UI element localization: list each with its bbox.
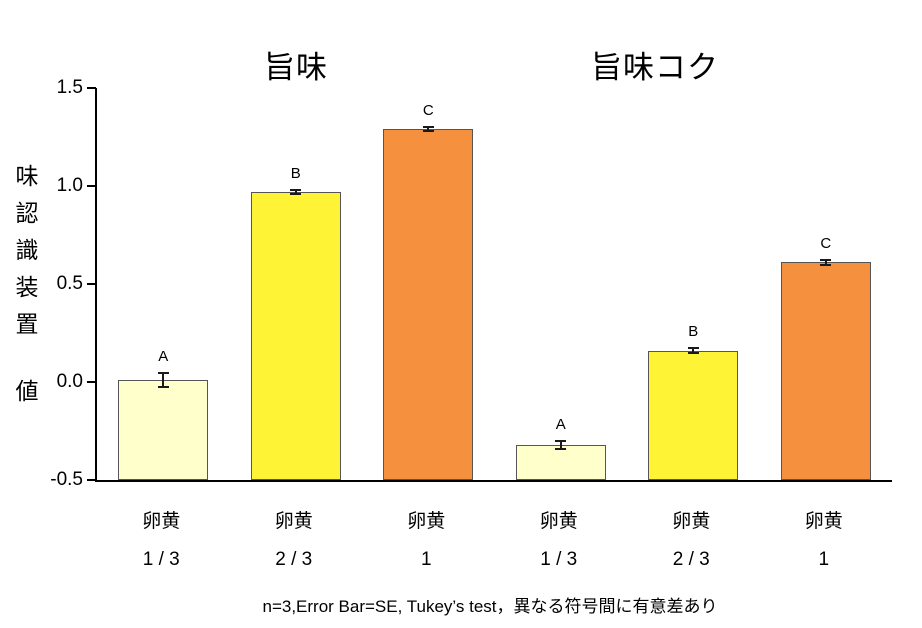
error-bar-cap-bottom [290,193,302,196]
error-bar [427,127,430,132]
bar [515,444,606,480]
significance-letter: C [820,234,832,252]
bar [250,191,341,480]
y-axis-label-char: 認 [15,200,39,226]
error-bar-cap-top [555,439,567,442]
bar [118,380,209,480]
y-tick-mark [87,185,96,187]
x-label-fraction: 2 / 3 [275,549,313,570]
error-bar-cap-top [422,126,434,129]
x-label-fraction: 2 / 3 [672,549,710,570]
x-label-name: 卵黄 [142,511,181,532]
error-bar-cap-bottom [555,447,567,450]
y-tick-mark [87,479,96,481]
significance-letter: B [290,164,301,182]
x-label-fraction: 1 [818,549,830,570]
x-label-name: 卵黄 [407,511,446,532]
y-tick-label: 1.5 [56,77,83,98]
y-axis-label: 味認識装置値 [10,158,44,410]
error-bar-cap-bottom [422,130,434,133]
y-axis-label-char: 置 [15,311,39,337]
y-tick-mark [87,87,96,89]
footnote: n=3,Error Bar=SE, Tukey’s test，異なる符号間に有意… [262,597,718,616]
bar [780,262,871,480]
plot-area: 1.5 1.0 0.5 0.0 -0.5 A B C A B C [50,77,892,490]
significance-letter: B [688,323,699,341]
error-bar [294,189,297,195]
error-bar [162,373,165,387]
y-tick-mark [87,381,96,383]
y-tick-label: -0.5 [50,469,83,490]
error-bar-cap-top [290,188,302,191]
x-label-fraction: 1 [420,549,432,570]
error-bar-cap-bottom [157,385,169,388]
bar [383,129,474,480]
y-tick-label: 0.5 [56,273,83,294]
error-bar-cap-top [820,258,832,261]
x-label-name: 卵黄 [539,511,578,532]
error-bar [824,259,827,266]
significance-letter: A [158,348,169,366]
significance-letter: A [555,415,566,433]
error-bar-cap-top [157,372,169,375]
chart-title-umami: 旨味 [264,50,328,85]
bar [648,350,739,480]
y-axis-label-char: 装 [15,274,39,300]
error-bar-cap-bottom [820,264,832,267]
y-tick-label: 0.0 [56,371,83,392]
error-bar-cap-top [687,347,699,350]
y-tick-mark [87,283,96,285]
y-axis-label-char: 味 [15,163,39,189]
x-label-name: 卵黄 [274,511,313,532]
y-axis-label-char: 値 [15,378,39,404]
x-label-name: 卵黄 [672,511,711,532]
y-tick-label: 1.0 [56,175,83,196]
significance-letter: C [422,102,434,120]
x-label-fraction: 1 / 3 [540,549,578,570]
x-label-fraction: 1 / 3 [142,549,180,570]
error-bar [692,348,695,353]
chart-title-umami-koku: 旨味コク [591,50,719,85]
x-label-name: 卵黄 [804,511,843,532]
error-bar-cap-bottom [687,351,699,354]
y-axis-label-char: 識 [15,237,39,263]
error-bar [559,440,562,449]
